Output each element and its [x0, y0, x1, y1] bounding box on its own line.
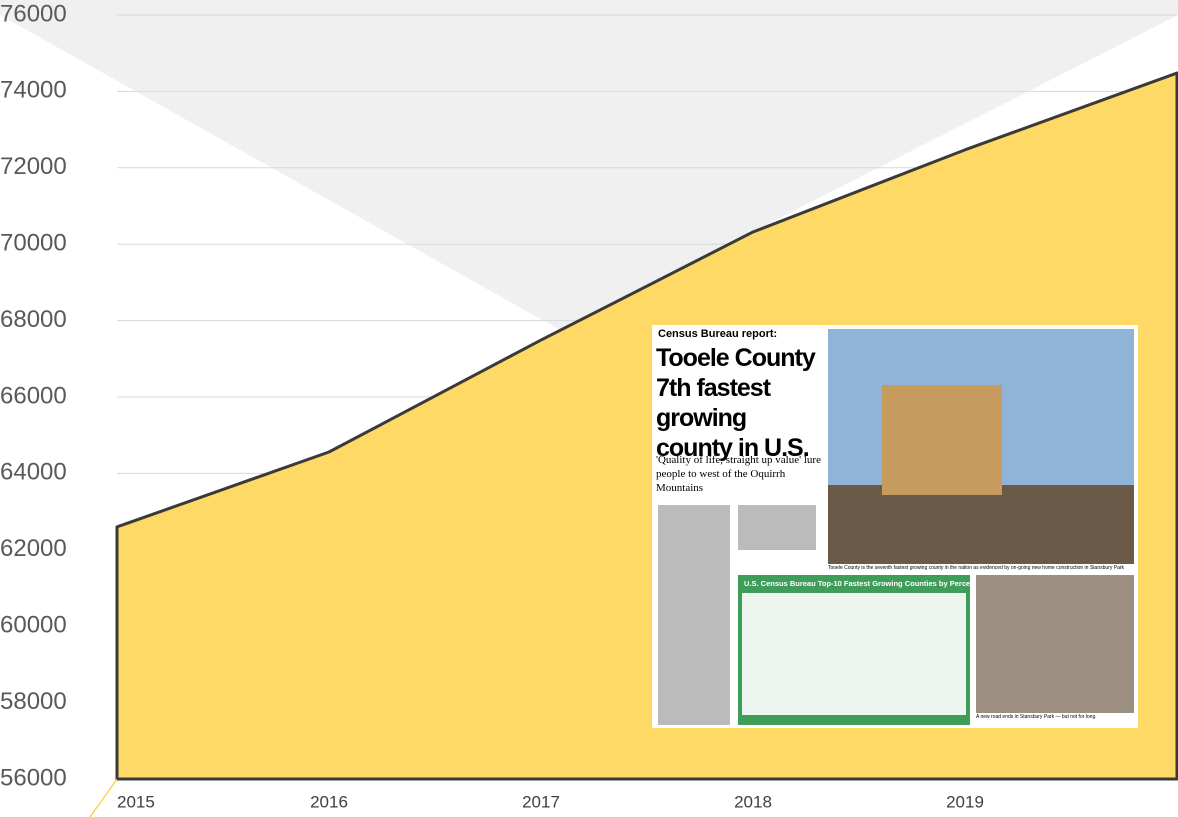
x-tick-label: 2018 — [734, 792, 772, 811]
photo-house — [882, 385, 1002, 495]
headline: Tooele County 7th fastest growing county… — [656, 344, 816, 462]
photo-ground — [828, 485, 1134, 564]
y-tick-label: 58000 — [0, 688, 67, 715]
y-tick-label: 64000 — [0, 459, 67, 486]
y-tick-label: 70000 — [0, 230, 67, 257]
y-tick-label: 60000 — [0, 612, 67, 639]
table-title: U.S. Census Bureau Top-10 Fastest Growin… — [744, 579, 1010, 588]
y-tick-label: 76000 — [0, 0, 67, 27]
photo-caption: Tooele County is the seventh fastest gro… — [828, 565, 1125, 571]
subhead-box: 'Quality of life, straight up value' lur… — [656, 454, 821, 493]
y-tick-label: 56000 — [0, 764, 67, 791]
y-tick-label: 74000 — [0, 77, 67, 104]
subhead: 'Quality of life, straight up value' lur… — [656, 454, 821, 493]
column-text — [658, 505, 816, 725]
table-body — [742, 593, 966, 715]
photo2 — [976, 575, 1134, 713]
caption-box: Tooele County is the seventh fastest gro… — [828, 565, 1125, 571]
background-shape — [0, 0, 1178, 330]
kicker: Census Bureau report: — [658, 328, 777, 340]
y-tick-label: 62000 — [0, 535, 67, 562]
y-tick-label: 72000 — [0, 153, 67, 180]
axis-tick — [89, 778, 118, 817]
photo2-caption: A new road ends in Stansbury Park — but … — [976, 714, 1097, 720]
newspaper: Census Bureau report: Tooele County 7th … — [652, 325, 1138, 728]
x-tick-label: 2017 — [522, 792, 560, 811]
x-tick-label: 2015 — [117, 792, 155, 811]
y-tick-label: 68000 — [0, 306, 67, 333]
y-tick-label: 66000 — [0, 382, 67, 409]
headline-box: Tooele County 7th fastest growing county… — [656, 344, 816, 462]
caption2-box: A new road ends in Stansbury Park — but … — [976, 714, 1097, 720]
x-tick-label: 2019 — [946, 792, 984, 811]
x-tick-label: 2016 — [310, 792, 348, 811]
